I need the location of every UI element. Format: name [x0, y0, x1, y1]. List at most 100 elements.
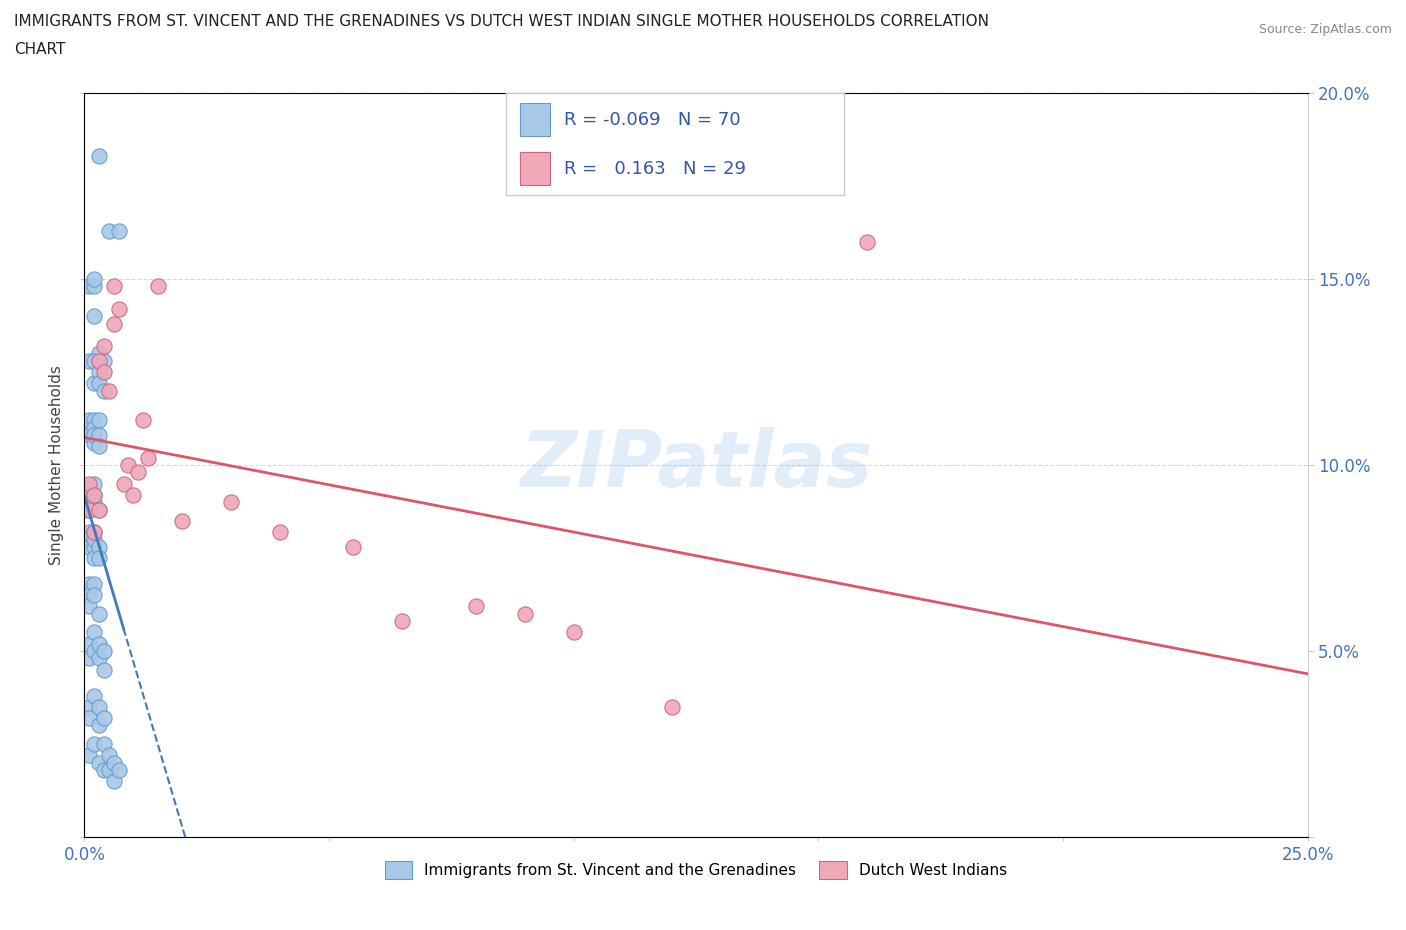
Point	[83, 644, 105, 658]
Point	[87, 502, 110, 517]
Point	[87, 365, 110, 379]
Point	[87, 346, 110, 361]
Point	[87, 376, 110, 391]
Point	[77, 428, 100, 443]
Point	[83, 688, 105, 703]
Point	[77, 577, 100, 591]
Point	[83, 279, 105, 294]
Point	[342, 539, 364, 554]
Text: R = -0.069   N = 70: R = -0.069 N = 70	[564, 111, 740, 128]
Point	[93, 353, 115, 368]
Point	[83, 532, 105, 547]
Point	[97, 383, 120, 398]
Point	[83, 428, 105, 443]
Point	[83, 353, 105, 368]
Point	[83, 487, 105, 502]
Point	[117, 458, 139, 472]
Point	[103, 774, 125, 789]
Point	[83, 525, 105, 539]
Point	[83, 495, 105, 510]
Legend: Immigrants from St. Vincent and the Grenadines, Dutch West Indians: Immigrants from St. Vincent and the Gren…	[378, 856, 1014, 885]
Point	[146, 279, 169, 294]
Point	[83, 413, 105, 428]
Point	[77, 539, 100, 554]
Point	[107, 301, 129, 316]
Point	[107, 223, 129, 238]
Point	[83, 625, 105, 640]
Point	[83, 551, 105, 565]
Point	[122, 487, 145, 502]
Point	[77, 480, 100, 495]
Point	[513, 606, 536, 621]
Point	[93, 383, 115, 398]
Point	[136, 450, 159, 465]
Point	[112, 476, 135, 491]
Bar	[520, 103, 550, 136]
Point	[77, 748, 100, 763]
Point	[93, 737, 115, 751]
Point	[77, 636, 100, 651]
Point	[93, 711, 115, 725]
Point	[93, 763, 115, 777]
Point	[97, 763, 120, 777]
Point	[87, 699, 110, 714]
Point	[219, 495, 242, 510]
Point	[87, 439, 110, 454]
Point	[127, 465, 149, 480]
Point	[83, 376, 105, 391]
Point	[93, 339, 115, 353]
Text: Source: ZipAtlas.com: Source: ZipAtlas.com	[1258, 23, 1392, 36]
Y-axis label: Single Mother Households: Single Mother Households	[49, 365, 65, 565]
Point	[107, 763, 129, 777]
Point	[562, 625, 585, 640]
Point	[77, 532, 100, 547]
Point	[77, 502, 100, 517]
Point	[87, 755, 110, 770]
Point	[97, 223, 120, 238]
Point	[856, 234, 879, 249]
Point	[83, 588, 105, 603]
Point	[83, 487, 105, 502]
Text: CHART: CHART	[14, 42, 66, 57]
Point	[83, 525, 105, 539]
Point	[87, 353, 110, 368]
Point	[83, 577, 105, 591]
Point	[77, 599, 100, 614]
Point	[103, 279, 125, 294]
Point	[87, 539, 110, 554]
Point	[77, 699, 100, 714]
Point	[87, 606, 110, 621]
Point	[77, 353, 100, 368]
Point	[83, 435, 105, 450]
Text: IMMIGRANTS FROM ST. VINCENT AND THE GRENADINES VS DUTCH WEST INDIAN SINGLE MOTHE: IMMIGRANTS FROM ST. VINCENT AND THE GREN…	[14, 14, 988, 29]
Point	[77, 525, 100, 539]
Text: R =   0.163   N = 29: R = 0.163 N = 29	[564, 160, 745, 178]
Point	[97, 748, 120, 763]
Point	[661, 699, 683, 714]
Bar	[520, 153, 550, 185]
Point	[77, 711, 100, 725]
Point	[83, 309, 105, 324]
Point	[103, 755, 125, 770]
Point	[87, 413, 110, 428]
Point	[77, 588, 100, 603]
Point	[87, 651, 110, 666]
Point	[93, 365, 115, 379]
Point	[77, 502, 100, 517]
Point	[77, 413, 100, 428]
Point	[83, 476, 105, 491]
Point	[83, 737, 105, 751]
Point	[87, 428, 110, 443]
Point	[77, 279, 100, 294]
Point	[93, 662, 115, 677]
Point	[83, 539, 105, 554]
Point	[83, 272, 105, 286]
Point	[103, 316, 125, 331]
Point	[87, 718, 110, 733]
Point	[77, 476, 100, 491]
Point	[93, 644, 115, 658]
Point	[83, 420, 105, 435]
Point	[87, 502, 110, 517]
Text: ZIPatlas: ZIPatlas	[520, 427, 872, 503]
Point	[77, 487, 100, 502]
